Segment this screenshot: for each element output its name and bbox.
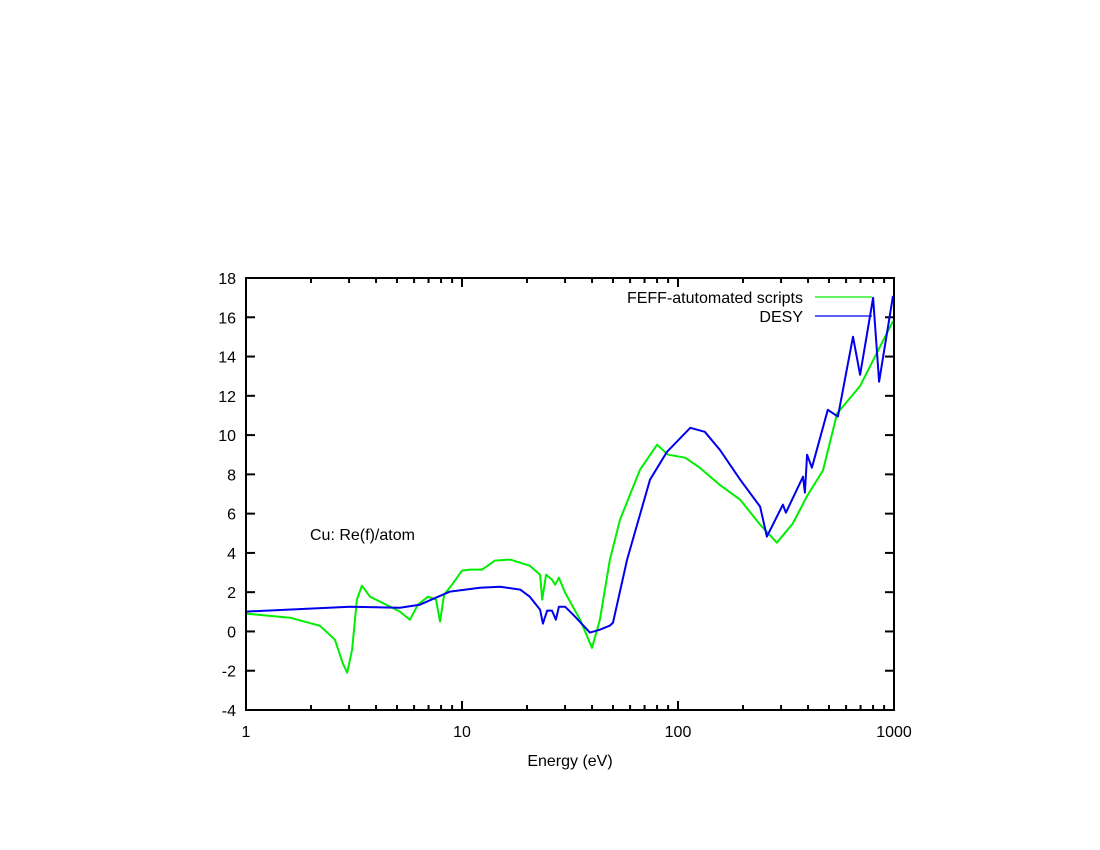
legend-label-desy: DESY <box>759 309 803 326</box>
plot-frame <box>245 277 895 711</box>
y-tick-label: -2 <box>222 664 236 681</box>
y-tick-label: 0 <box>227 624 236 641</box>
x-tick-label: 10 <box>453 724 471 741</box>
x-tick-label: 1000 <box>876 724 912 741</box>
y-tick-label: 6 <box>227 507 236 524</box>
y-tick-label: 18 <box>218 271 236 288</box>
x-axis-label: Energy (eV) <box>527 753 612 770</box>
axis-ticks <box>245 277 895 711</box>
series-line-feff <box>245 320 894 674</box>
y-tick-label: -4 <box>222 703 236 720</box>
y-tick-label: 16 <box>218 310 236 327</box>
y-tick-label: 12 <box>218 389 236 406</box>
tick-labels: -4 -2 0 2 4 6 8 10 12 14 16 18 1 10 100 1000 <box>218 271 912 741</box>
y-tick-label: 8 <box>227 467 236 484</box>
legend: FEFF-atutomated scripts DESY <box>627 290 872 326</box>
chart-annotation: Cu: Re(f)/atom <box>310 527 415 544</box>
y-tick-label: 4 <box>227 546 236 563</box>
y-tick-label: 10 <box>218 428 236 445</box>
series-line-desy <box>245 295 894 634</box>
legend-label-feff: FEFF-atutomated scripts <box>627 290 803 307</box>
x-tick-label: 100 <box>665 724 692 741</box>
x-tick-label: 1 <box>242 724 251 741</box>
series-lines <box>245 295 894 674</box>
y-tick-label: 14 <box>218 350 236 367</box>
y-tick-label: 2 <box>227 585 236 602</box>
